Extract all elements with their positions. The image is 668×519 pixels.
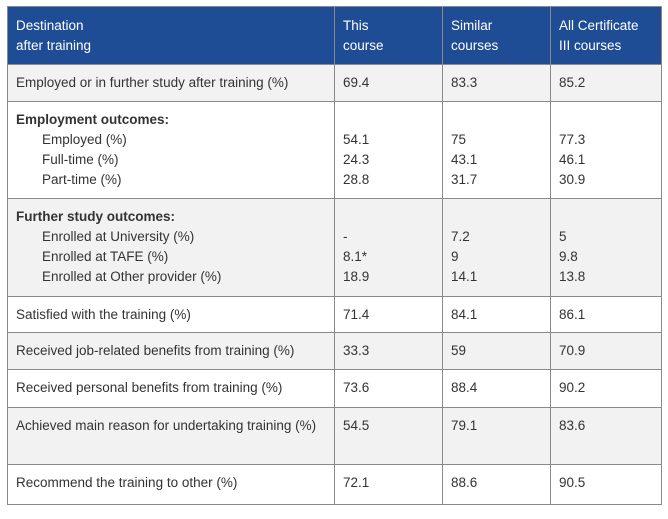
- table-row-group: Further study outcomes: Enrolled at Univ…: [7, 197, 662, 298]
- value-all-cert-iii: 5 9.8 13.8: [550, 197, 662, 298]
- value-similar-courses: 88.6: [442, 463, 551, 506]
- header-similar-courses-line2: courses: [451, 37, 499, 53]
- group-title: Employment outcomes:: [16, 112, 170, 128]
- group-title: Further study outcomes:: [16, 208, 176, 224]
- sub-value: 75: [451, 132, 467, 148]
- header-all-cert-iii-line2: III courses: [559, 37, 622, 53]
- value-all-cert-iii: 83.6: [550, 406, 662, 465]
- value-similar-courses: 75 43.1 31.7: [442, 101, 551, 199]
- sub-value: 8.1*: [343, 248, 368, 264]
- sub-value: 18.9: [343, 268, 370, 284]
- sub-value: 46.1: [559, 152, 586, 168]
- header-all-cert-iii-line1: All Certificate: [559, 17, 639, 33]
- header-destination: Destination after training: [7, 6, 335, 65]
- header-row: Destination after training This course S…: [7, 6, 662, 65]
- sub-value: -: [343, 228, 348, 244]
- sub-value: 9.8: [559, 248, 578, 264]
- row-label: Satisfied with the training (%): [7, 296, 335, 334]
- table-row-group: Employment outcomes: Employed (%) Full-t…: [7, 101, 662, 199]
- header-destination-line1: Destination: [16, 17, 84, 33]
- value-all-cert-iii: 77.3 46.1 30.9: [550, 101, 662, 199]
- group-label-cell: Further study outcomes: Enrolled at Univ…: [7, 197, 335, 298]
- value-this-course: 33.3: [334, 332, 443, 371]
- value-this-course: - 8.1* 18.9: [334, 197, 443, 298]
- group-label-cell: Employment outcomes: Employed (%) Full-t…: [7, 101, 335, 199]
- value-all-cert-iii: 86.1: [550, 296, 662, 334]
- row-label: Received job-related benefits from train…: [7, 332, 335, 371]
- table-row: Achieved main reason for undertaking tra…: [7, 406, 662, 465]
- value-all-cert-iii: 70.9: [550, 332, 662, 371]
- value-this-course: 73.6: [334, 369, 443, 408]
- header-this-course-line2: course: [343, 37, 384, 53]
- sub-value: 28.8: [343, 172, 370, 188]
- row-label: Achieved main reason for undertaking tra…: [7, 406, 335, 465]
- sub-value: 54.1: [343, 132, 370, 148]
- sub-row-label: Full-time (%): [42, 152, 119, 168]
- value-this-course: 69.4: [334, 63, 443, 103]
- table-row: Employed or in further study after train…: [7, 63, 662, 103]
- value-this-course: 54.5: [334, 406, 443, 465]
- sub-row-label: Enrolled at University (%): [42, 228, 195, 244]
- sub-row-label: Part-time (%): [42, 172, 122, 188]
- value-similar-courses: 59: [442, 332, 551, 371]
- value-similar-courses: 79.1: [442, 406, 551, 465]
- sub-value: 13.8: [559, 268, 586, 284]
- value-similar-courses: 7.2 9 14.1: [442, 197, 551, 298]
- value-similar-courses: 83.3: [442, 63, 551, 103]
- header-destination-line2: after training: [16, 37, 92, 53]
- outcomes-table: Destination after training This course S…: [7, 6, 662, 506]
- header-this-course: This course: [334, 6, 443, 65]
- header-all-cert-iii: All Certificate III courses: [550, 6, 662, 65]
- row-label: Received personal benefits from training…: [7, 369, 335, 408]
- sub-row-label: Enrolled at TAFE (%): [42, 248, 169, 264]
- value-this-course: 71.4: [334, 296, 443, 334]
- header-this-course-line1: This: [343, 17, 369, 33]
- sub-row-label: Employed (%): [42, 132, 127, 148]
- header-similar-courses-line1: Similar: [451, 17, 493, 33]
- value-all-cert-iii: 90.5: [550, 463, 662, 506]
- sub-value: 9: [451, 248, 459, 264]
- value-all-cert-iii: 85.2: [550, 63, 662, 103]
- value-this-course: 72.1: [334, 463, 443, 506]
- header-similar-courses: Similar courses: [442, 6, 551, 65]
- sub-value: 5: [559, 228, 567, 244]
- sub-value: 30.9: [559, 172, 586, 188]
- table-row: Satisfied with the training (%) 71.4 84.…: [7, 296, 662, 334]
- sub-value: 43.1: [451, 152, 478, 168]
- table-row: Received personal benefits from training…: [7, 369, 662, 408]
- sub-row-label: Enrolled at Other provider (%): [42, 268, 222, 284]
- sub-value: 7.2: [451, 228, 470, 244]
- sub-value: 24.3: [343, 152, 370, 168]
- value-similar-courses: 84.1: [442, 296, 551, 334]
- table-row: Recommend the training to other (%) 72.1…: [7, 463, 662, 506]
- table-row: Received job-related benefits from train…: [7, 332, 662, 371]
- sub-value: 14.1: [451, 268, 478, 284]
- sub-value: 31.7: [451, 172, 478, 188]
- sub-value: 77.3: [559, 132, 586, 148]
- row-label: Recommend the training to other (%): [7, 463, 335, 506]
- value-all-cert-iii: 90.2: [550, 369, 662, 408]
- value-this-course: 54.1 24.3 28.8: [334, 101, 443, 199]
- row-label: Employed or in further study after train…: [7, 63, 335, 103]
- value-similar-courses: 88.4: [442, 369, 551, 408]
